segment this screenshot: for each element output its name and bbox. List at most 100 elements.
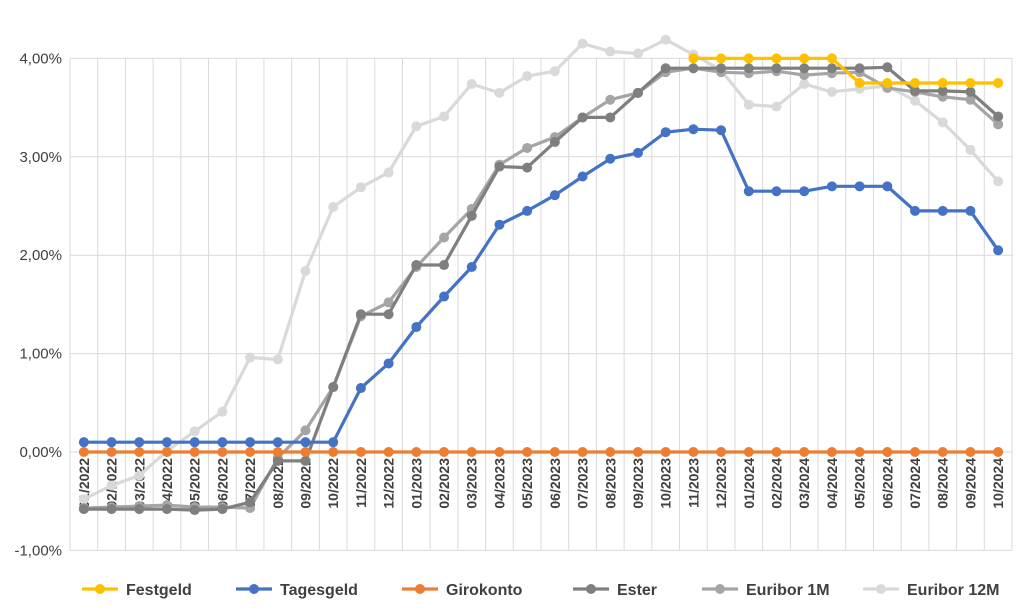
legend-item: Girokonto — [402, 582, 523, 599]
x-tick-label: 04/2022 — [159, 458, 175, 509]
legend: Festgeld Tagesgeld Girokonto Ester Euribor 1… — [82, 582, 999, 599]
y-tick-label: 3,00% — [19, 149, 62, 166]
legend-swatch-marker — [876, 584, 886, 594]
data-point — [799, 63, 810, 74]
x-tick-label: 12/2022 — [381, 458, 397, 509]
data-point — [688, 53, 699, 64]
data-point — [522, 162, 533, 173]
data-point — [245, 497, 256, 508]
data-point — [328, 437, 339, 448]
data-point — [826, 447, 837, 457]
data-point — [910, 78, 921, 88]
data-point — [549, 447, 560, 457]
data-point — [245, 447, 256, 457]
data-point — [632, 87, 643, 98]
series-tagesgeld — [78, 124, 1004, 448]
data-point — [605, 46, 616, 57]
x-tick-label: 06/2022 — [214, 458, 230, 509]
x-tick-label: 10/2023 — [658, 458, 674, 509]
data-point — [965, 447, 976, 457]
data-point — [328, 201, 339, 212]
data-point — [688, 447, 699, 457]
data-point — [272, 455, 283, 466]
data-point — [355, 447, 366, 457]
data-point — [910, 85, 921, 96]
series-festgeld — [688, 53, 1004, 88]
legend-label: Euribor 1M — [746, 582, 830, 599]
data-point — [134, 447, 145, 457]
data-point — [854, 63, 865, 74]
data-point — [965, 86, 976, 97]
data-point — [605, 153, 616, 164]
data-point — [965, 94, 976, 105]
data-point — [771, 53, 782, 64]
data-point — [217, 406, 228, 417]
data-point — [799, 53, 810, 64]
series — [78, 34, 1004, 516]
data-point — [134, 470, 145, 481]
data-point — [937, 117, 948, 128]
data-point — [494, 219, 505, 230]
data-point — [189, 505, 200, 516]
data-point — [660, 447, 671, 457]
legend-item: Festgeld — [82, 582, 192, 599]
data-point — [882, 181, 893, 192]
data-point — [494, 87, 505, 98]
data-point — [106, 504, 117, 515]
x-tick-label: 06/2024 — [879, 458, 895, 509]
data-point — [466, 78, 477, 89]
x-tick-label: 05/2024 — [852, 458, 868, 509]
legend-label: Euribor 12M — [907, 582, 999, 599]
data-point — [328, 447, 339, 457]
data-point — [882, 78, 893, 88]
y-tick-label: 4,00% — [19, 50, 62, 67]
x-tick-label: 03/2024 — [796, 458, 812, 509]
y-tick-label: 0,00% — [19, 444, 62, 461]
data-point — [466, 262, 477, 273]
data-point — [965, 78, 976, 88]
data-point — [716, 447, 727, 457]
data-point — [300, 425, 311, 436]
data-point — [522, 71, 533, 82]
data-point — [106, 437, 117, 448]
data-point — [632, 447, 643, 457]
data-point — [355, 182, 366, 193]
x-tick-label: 08/2022 — [270, 458, 286, 509]
y-tick-label: -1,00% — [14, 542, 62, 559]
data-point — [411, 322, 422, 333]
data-point — [522, 447, 533, 457]
data-point — [660, 63, 671, 74]
data-point — [743, 53, 754, 64]
data-point — [383, 167, 394, 178]
data-point — [106, 447, 117, 457]
data-point — [937, 85, 948, 96]
data-point — [549, 137, 560, 148]
x-tick-label: 02/2023 — [436, 458, 452, 509]
x-tick-label: 01/2023 — [408, 458, 424, 509]
legend-label: Ester — [617, 582, 657, 599]
data-point — [688, 124, 699, 135]
data-point — [466, 210, 477, 221]
data-point — [826, 63, 837, 74]
data-point — [383, 358, 394, 369]
x-tick-label: 02/2024 — [769, 458, 785, 509]
x-tick-label: 05/2022 — [187, 458, 203, 509]
data-point — [189, 447, 200, 457]
legend-label: Girokonto — [446, 582, 523, 599]
data-point — [411, 260, 422, 271]
data-point — [189, 426, 200, 437]
data-point — [549, 66, 560, 77]
series-line — [83, 65, 1000, 512]
data-point — [993, 78, 1004, 88]
data-point — [494, 161, 505, 172]
legend-item: Euribor 12M — [863, 582, 999, 599]
x-tick-label: 12/2023 — [713, 458, 729, 509]
data-point — [577, 38, 588, 49]
data-point — [272, 354, 283, 365]
x-tick-label: 08/2023 — [602, 458, 618, 509]
series-line — [83, 38, 1000, 501]
x-tick-label: 10/2022 — [325, 458, 341, 509]
data-point — [910, 447, 921, 457]
x-tick-label: 09/2024 — [962, 458, 978, 509]
data-point — [245, 437, 256, 448]
